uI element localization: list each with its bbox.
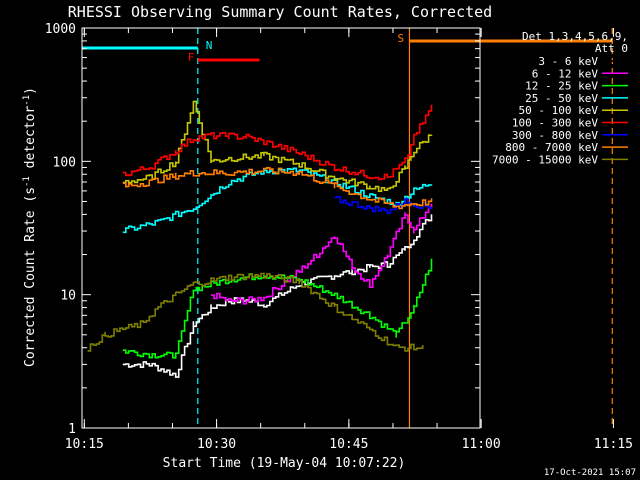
flag-label-n: N: [206, 39, 213, 52]
y-axis-label-part: detector: [23, 106, 38, 177]
x-axis-label: Start Time (19-May-04 10:07:22): [163, 456, 406, 471]
legend-label: 100 - 300 keV: [512, 117, 598, 130]
footer-timestamp: 17-Oct-2021 15:07: [544, 468, 636, 478]
legend-label: 3 - 6 keV: [538, 55, 598, 68]
series-trace: [211, 203, 433, 305]
y-tick-label: 1000: [45, 22, 76, 37]
y-axis-label: Corrected Count Rate (s-1 detector-1): [22, 87, 38, 367]
flag-label-s: S: [397, 32, 404, 45]
y-tick-label: 1: [68, 422, 76, 437]
series-trace: [87, 272, 424, 352]
x-tick-label: 10:30: [197, 437, 236, 452]
series-trace: [334, 195, 433, 214]
plot-area: NFS110100100010:1510:3010:4511:0011:1511…: [45, 22, 633, 452]
series-trace: [122, 104, 433, 181]
legend-label: 25 - 50 keV: [525, 92, 598, 105]
legend-header: Det 1,3,4,5,6,9,: [522, 30, 628, 43]
flag-label-f: F: [188, 51, 195, 64]
y-tick-label: 10: [60, 289, 76, 304]
x-tick-label: 11:15: [594, 437, 633, 452]
y-axis-label-part: ): [23, 87, 38, 95]
legend-label: 7000 - 15000 keV: [492, 153, 598, 166]
x-tick-label: 11:00: [462, 437, 501, 452]
y-tick-label: 100: [53, 155, 76, 170]
legend-label: 50 - 100 keV: [519, 104, 599, 117]
x-tick-label: 10:15: [65, 437, 104, 452]
series-trace: [122, 100, 433, 192]
legend-label: 12 - 25 keV: [525, 80, 598, 93]
axes-frame: [81, 27, 481, 429]
legend-label: 300 - 800 keV: [512, 129, 598, 142]
chart-title: RHESSI Observing Summary Count Rates, Co…: [68, 3, 492, 21]
y-axis-label-part: Corrected Count Rate (s: [23, 187, 38, 367]
legend-header: Att 0: [595, 42, 628, 55]
y-axis-label-part: -1: [22, 95, 32, 106]
legend-label: 6 - 12 keV: [532, 67, 599, 80]
series-trace: [122, 166, 433, 210]
y-axis-label-part: -1: [22, 176, 32, 187]
legend-label: 800 - 7000 keV: [505, 141, 598, 154]
x-tick-label: 10:45: [329, 437, 368, 452]
series-trace: [122, 258, 433, 359]
